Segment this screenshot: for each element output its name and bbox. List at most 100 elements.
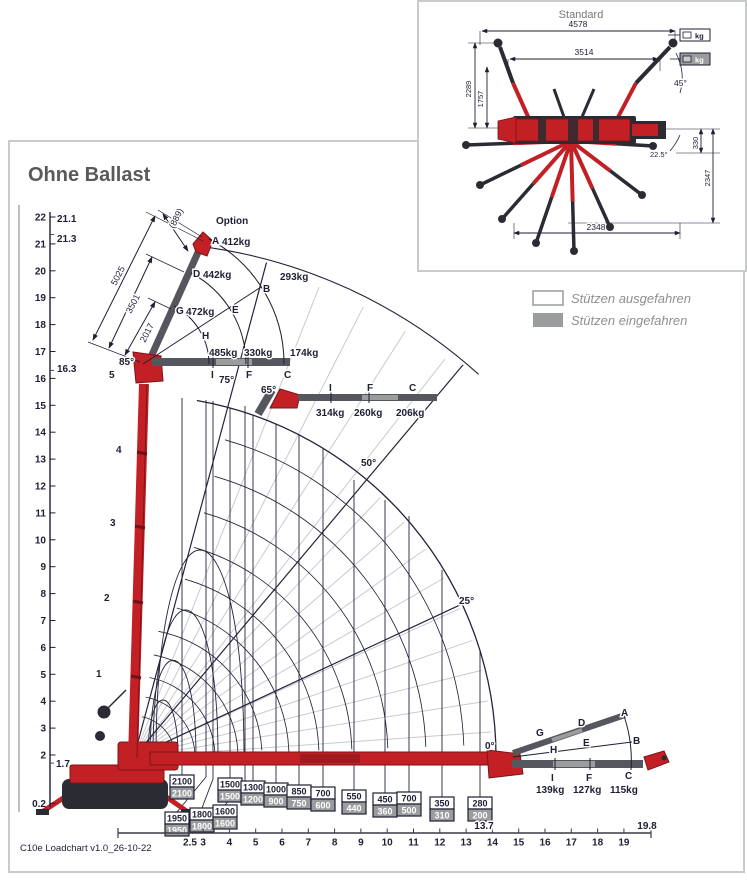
inset-kg-label-retracted: kg <box>695 56 704 65</box>
telescope-arc <box>201 245 479 375</box>
load-value-boxes: 2100210015001500130012001000900850750700… <box>164 774 493 837</box>
height-axis-label: 9 <box>40 562 46 573</box>
load-extended-value: 550 <box>346 792 361 802</box>
point-A: A <box>212 236 219 247</box>
load-retracted-value: 500 <box>401 806 416 816</box>
radius-spoke <box>133 521 405 758</box>
radius-spoke <box>133 496 381 758</box>
load-I-0: 139kg <box>536 785 564 796</box>
load-retracted-value: 310 <box>434 811 449 821</box>
load-extended-value: 1500 <box>220 780 240 790</box>
angle-25: 25° <box>459 596 474 607</box>
telescope-arc <box>153 654 239 752</box>
height-axis-label: 14 <box>35 428 47 439</box>
inset-kg-label-extended: kg <box>695 32 704 41</box>
inset-outrigger-inner <box>531 139 573 186</box>
boom-section-4: 4 <box>116 445 122 456</box>
loads-at-65deg: I F C 314kg 260kg 206kg <box>315 382 426 421</box>
radius-axis-label: 11 <box>408 838 419 849</box>
height-axis-label: 21 <box>35 239 47 250</box>
inset-angle-45: 45° <box>674 78 687 88</box>
footer-version: C10e Loadchart v1.0_26-10-22 <box>20 843 152 854</box>
angle-0: 0° <box>485 741 495 752</box>
point-F-65: F <box>367 383 373 394</box>
inset-dim-330: 330 <box>691 137 700 150</box>
load-extended-value: 700 <box>315 789 330 799</box>
min-radius-curves <box>147 549 245 758</box>
boom-at-85deg <box>128 383 149 759</box>
height-axis-label: 5 <box>40 670 46 681</box>
point-C-65: C <box>409 383 416 394</box>
load-extended-value: 1800 <box>192 810 212 820</box>
boom-section-2: 2 <box>104 593 110 604</box>
jib-at-65deg <box>254 387 437 417</box>
load-C-65: 206kg <box>396 408 424 419</box>
height-axis-label: 10 <box>35 535 47 546</box>
load-extended-value: 280 <box>472 799 487 809</box>
radius-axis-label: 2.5 <box>183 838 197 849</box>
radius-axis-label: 10 <box>382 838 394 849</box>
angle-75: 75° <box>219 375 234 386</box>
point-E: E <box>232 305 239 316</box>
label-max-height-option: 21.1 <box>57 214 77 225</box>
radius-spoke <box>133 639 473 758</box>
legend-label-retracted: Stützen eingefahren <box>571 313 687 328</box>
legend-label-extended: Stützen ausgefahren <box>571 291 691 306</box>
height-axis-label: 0.2 <box>32 799 46 810</box>
telescope-arc <box>176 607 290 752</box>
jib-at-0deg <box>512 712 670 771</box>
point-G-0: G <box>536 728 544 739</box>
height-axis-label: 12 <box>35 482 47 493</box>
inset-dim-2289: 2289 <box>464 81 473 98</box>
point-H-0: H <box>550 745 557 756</box>
radius-spoke <box>133 577 445 758</box>
height-axis-label: 8 <box>40 589 46 600</box>
label-pivot-height: 1.7 <box>56 759 70 770</box>
inset-dimensions <box>468 28 720 239</box>
inset-outrigger-outer <box>534 196 554 244</box>
label-boom-reach: 13.7 <box>474 821 494 832</box>
height-axis-label: 18 <box>35 320 47 331</box>
inset-outrigger-outer <box>590 187 612 228</box>
height-axis-label: 22 <box>35 213 47 224</box>
load-D-85: 442kg <box>203 270 231 281</box>
envelope-arcs <box>141 245 497 758</box>
load-retracted-value: 440 <box>346 804 361 814</box>
load-retracted-value: 200 <box>472 811 487 821</box>
radius-spoke <box>133 548 426 758</box>
load-retracted-value: 360 <box>377 807 392 817</box>
inset-outrigger-inner <box>569 139 612 173</box>
load-I-65: 314kg <box>316 408 344 419</box>
radius-axis-label: 4 <box>227 838 233 849</box>
angle-50: 50° <box>361 458 376 469</box>
height-axis-label: 20 <box>35 266 47 277</box>
radius-axis-label: 8 <box>332 838 338 849</box>
load-retracted-value: 900 <box>268 797 283 807</box>
height-axis-label: 2 <box>40 751 46 762</box>
inset-outrigger-inner <box>549 140 573 198</box>
height-axis-label: 11 <box>35 508 46 519</box>
legend: Stützen ausgefahren Stützen eingefahren <box>532 290 691 328</box>
boom-section-1: 1 <box>96 669 102 680</box>
load-connector <box>176 400 207 813</box>
angle-line-25 <box>133 600 468 758</box>
load-retracted-value: 1600 <box>215 819 235 829</box>
jib-dimension-lines <box>87 209 204 363</box>
radius-spoke <box>133 330 406 758</box>
inset-outrigger-outer <box>500 182 535 221</box>
radius-axis-label: 7 <box>306 838 312 849</box>
telescope-arc <box>224 439 465 746</box>
inset-outrigger-inner <box>569 140 595 190</box>
inset-dim-1757: 1757 <box>476 91 485 108</box>
radius-axis-label: 14 <box>487 838 499 849</box>
label-jib-height: 16.3 <box>57 364 77 375</box>
load-retracted-value: 1800 <box>192 822 212 832</box>
load-box: 1000 900 <box>263 782 289 808</box>
point-I-65: I <box>329 383 332 394</box>
load-retracted-value: 1500 <box>220 792 240 802</box>
